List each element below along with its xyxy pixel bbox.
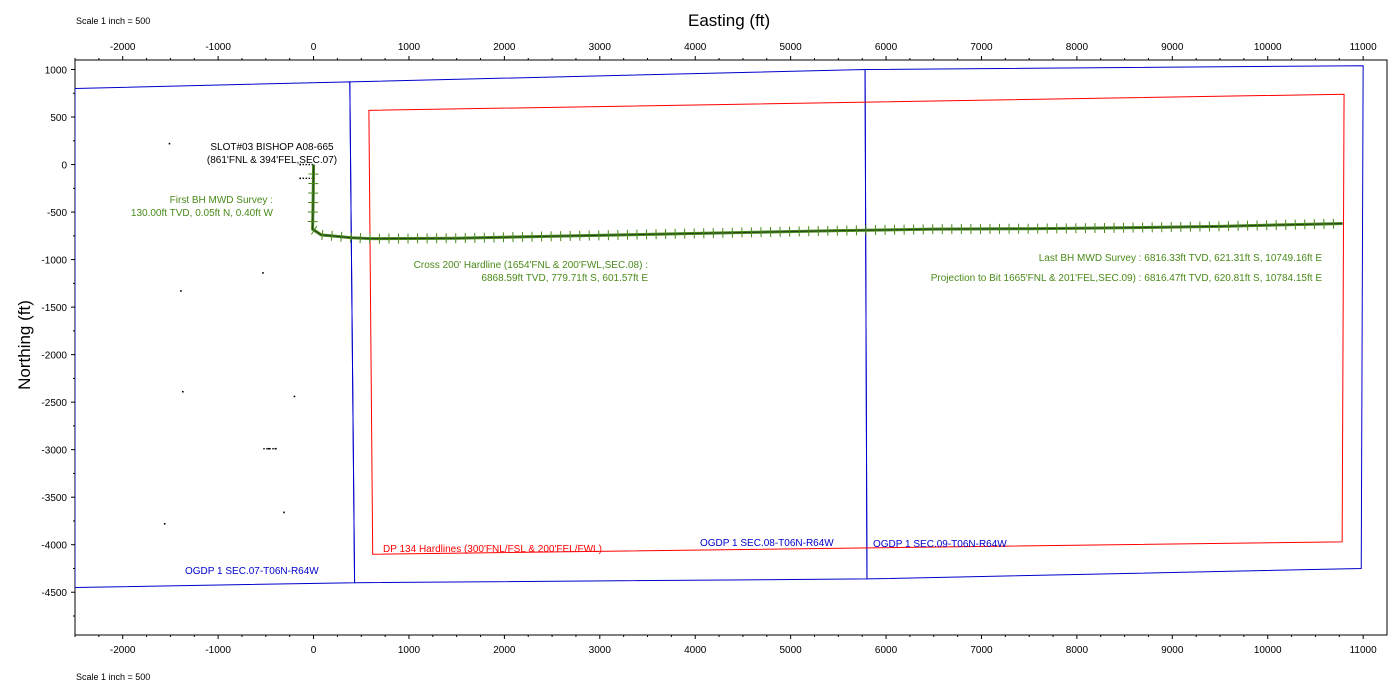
slot-marker bbox=[182, 390, 184, 393]
projection-to-bit-label: Projection to Bit 1665'FNL & 201'FEL,SEC… bbox=[931, 273, 1323, 284]
slot-cluster-dot bbox=[305, 163, 307, 166]
x-tick-label-top: 8000 bbox=[1066, 42, 1089, 53]
hardline-boundary bbox=[368, 93, 1345, 555]
last-survey-label: Last BH MWD Survey : 6816.33ft TVD, 621.… bbox=[1039, 253, 1323, 264]
slot-marker bbox=[293, 395, 296, 398]
x-tick-label-top: 5000 bbox=[780, 42, 803, 53]
slot-cluster-dot bbox=[272, 448, 274, 450]
y-tick-label: 0 bbox=[61, 161, 67, 172]
cross-hardline-label: Cross 200' Hardline (1654'FNL & 200'FWL,… bbox=[414, 260, 648, 271]
slot-marker bbox=[180, 290, 182, 292]
slot-marker bbox=[267, 447, 270, 450]
x-tick-label-top: 10000 bbox=[1254, 42, 1282, 53]
first-survey-values: 130.00ft TVD, 0.05ft N, 0.40ft W bbox=[131, 208, 274, 219]
y-tick-label: -4000 bbox=[41, 541, 67, 552]
survey-station-marker bbox=[349, 232, 352, 243]
x-tick-label-bottom: 5000 bbox=[780, 645, 803, 656]
survey-station-marker bbox=[310, 225, 318, 235]
survey-station-marker bbox=[340, 231, 343, 242]
x-tick-label-top: 9000 bbox=[1161, 42, 1184, 53]
slot-cluster-dot bbox=[305, 177, 307, 180]
x-tick-label-bottom: 9000 bbox=[1161, 645, 1184, 656]
y-tick-label: 500 bbox=[50, 113, 67, 124]
section-boundary-8 bbox=[349, 68, 868, 584]
x-tick-label-bottom: 1000 bbox=[398, 645, 421, 656]
x-tick-label-top: -2000 bbox=[110, 42, 136, 53]
x-tick-label-bottom: 0 bbox=[311, 645, 317, 656]
section-07-label: OGDP 1 SEC.07-T06N-R64W bbox=[185, 566, 319, 577]
scale-top-label: Scale 1 inch = 500 bbox=[76, 16, 151, 26]
section-boundary-9 bbox=[864, 65, 1364, 580]
x-tick-label-bottom: -2000 bbox=[110, 645, 136, 656]
slot-cluster-dot bbox=[299, 177, 301, 180]
x-tick-label-top: 1000 bbox=[398, 42, 421, 53]
first-survey-label: First BH MWD Survey : bbox=[170, 195, 273, 206]
x-axis-title: Easting (ft) bbox=[688, 11, 771, 30]
section-09-label: OGDP 1 SEC.09-T06N-R64W bbox=[873, 539, 1007, 550]
y-tick-label: -4500 bbox=[41, 588, 67, 599]
slot-cluster-dot bbox=[275, 448, 277, 450]
slot-cluster-dot bbox=[302, 163, 304, 166]
x-tick-label-bottom: 2000 bbox=[493, 645, 516, 656]
x-tick-label-top: 3000 bbox=[589, 42, 612, 53]
x-tick-label-bottom: 8000 bbox=[1066, 645, 1089, 656]
slot-cluster-dot bbox=[299, 163, 301, 166]
x-tick-label-bottom: 11000 bbox=[1350, 645, 1378, 656]
slot-cluster-dot bbox=[302, 177, 304, 180]
slot-location-label: (861'FNL & 394'FEL,SEC.07) bbox=[207, 155, 337, 166]
x-tick-label-bottom: 3000 bbox=[589, 645, 612, 656]
x-tick-label-top: 4000 bbox=[684, 42, 707, 53]
y-tick-label: 1000 bbox=[45, 66, 68, 77]
cross-hardline-values: 6868.59ft TVD, 779.71ft S, 601.57ft E bbox=[481, 273, 648, 284]
slot-cluster-dot bbox=[308, 177, 310, 180]
scale-bottom-label: Scale 1 inch = 500 bbox=[76, 672, 151, 682]
survey-station-marker bbox=[321, 229, 324, 241]
slot-cluster-dot bbox=[266, 448, 268, 450]
y-tick-label: -3000 bbox=[41, 446, 67, 457]
slot-marker bbox=[262, 272, 264, 274]
x-tick-label-bottom: 4000 bbox=[684, 645, 707, 656]
hardline-label: DP 134 Hardlines (300'FNL/FSL & 200'FEL/… bbox=[383, 544, 602, 555]
x-tick-label-bottom: 7000 bbox=[970, 645, 993, 656]
x-tick-label-top: 7000 bbox=[970, 42, 993, 53]
x-tick-label-top: -1000 bbox=[205, 42, 231, 53]
y-tick-label: -2000 bbox=[41, 351, 67, 362]
y-tick-label: -500 bbox=[47, 208, 67, 219]
section-08-label: OGDP 1 SEC.08-T06N-R64W bbox=[700, 538, 834, 549]
slot-cluster-dot bbox=[263, 448, 265, 450]
survey-station-marker bbox=[330, 230, 333, 241]
x-tick-label-bottom: 6000 bbox=[875, 645, 898, 656]
slot-cluster-dot bbox=[308, 163, 310, 166]
wellpath-centerline bbox=[312, 164, 1343, 240]
x-tick-label-bottom: -1000 bbox=[205, 645, 231, 656]
y-axis-title: Northing (ft) bbox=[15, 300, 34, 390]
x-tick-label-top: 6000 bbox=[875, 42, 898, 53]
slot-cluster-dot bbox=[269, 448, 271, 450]
x-tick-label-top: 11000 bbox=[1350, 42, 1378, 53]
y-tick-label: -1500 bbox=[41, 303, 67, 314]
x-tick-label-bottom: 10000 bbox=[1254, 645, 1282, 656]
x-tick-label-top: 0 bbox=[311, 42, 317, 53]
x-tick-label-top: 2000 bbox=[493, 42, 516, 53]
y-tick-label: -1000 bbox=[41, 256, 67, 267]
slot-name-label: SLOT#03 BISHOP A08-665 bbox=[210, 142, 334, 153]
slot-marker bbox=[283, 511, 285, 514]
slot-marker bbox=[163, 523, 166, 525]
y-tick-label: -3500 bbox=[41, 493, 67, 504]
y-tick-label: -2500 bbox=[41, 398, 67, 409]
slot-marker bbox=[168, 142, 171, 145]
